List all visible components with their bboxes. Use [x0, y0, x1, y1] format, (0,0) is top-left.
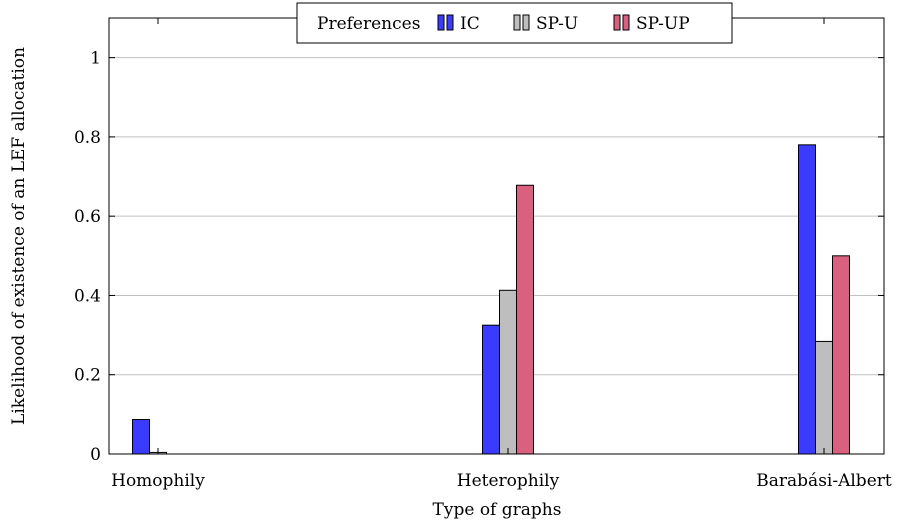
- x-tick-label: Heterophily: [457, 471, 560, 491]
- legend-label-sp-up: SP-UP: [636, 14, 690, 34]
- bar-sp-u-2: [499, 289, 517, 455]
- y-axis-title: Likelihood of existence of an LEF alloca…: [9, 47, 29, 425]
- bar-ic-1: [132, 419, 150, 455]
- bars-group: [132, 144, 850, 455]
- legend-title: Preferences: [317, 14, 420, 34]
- bar-ic-3: [798, 144, 816, 455]
- bar-sp-up-3: [832, 255, 850, 455]
- legend: Preferences IC SP-U SP-UP: [296, 2, 733, 44]
- y-tick-label: 0: [90, 445, 101, 465]
- y-tick-label: 0.6: [74, 207, 101, 227]
- legend-label-sp-u: SP-U: [536, 14, 578, 34]
- legend-label-ic: IC: [460, 14, 480, 34]
- legend-swatch-sp-u: [513, 14, 521, 31]
- tick-labels: 0 0.2 0.4 0.6 0.8 1 Homophily Heterophily Barabá…: [74, 49, 892, 491]
- axis-ticks: [109, 18, 884, 455]
- legend-swatch-sp-up: [622, 14, 630, 31]
- y-tick-label: 0.2: [74, 366, 101, 386]
- grid-lines: [109, 57, 884, 376]
- legend-swatch-ic: [437, 14, 445, 31]
- x-axis-title: Type of graphs: [433, 500, 562, 520]
- legend-swatch-ic: [446, 14, 454, 31]
- x-tick-label: Barabási-Albert: [756, 471, 892, 491]
- bar-sp-up-2: [516, 184, 534, 455]
- y-tick-label: 0.4: [74, 286, 101, 306]
- legend-swatch-sp-u: [522, 14, 530, 31]
- bar-ic-2: [482, 324, 500, 455]
- x-tick-label: Homophily: [111, 471, 205, 491]
- y-tick-label: 1: [90, 49, 101, 69]
- bar-sp-u-3: [815, 340, 833, 455]
- y-tick-label: 0.8: [74, 128, 101, 148]
- legend-swatch-sp-up: [613, 14, 621, 31]
